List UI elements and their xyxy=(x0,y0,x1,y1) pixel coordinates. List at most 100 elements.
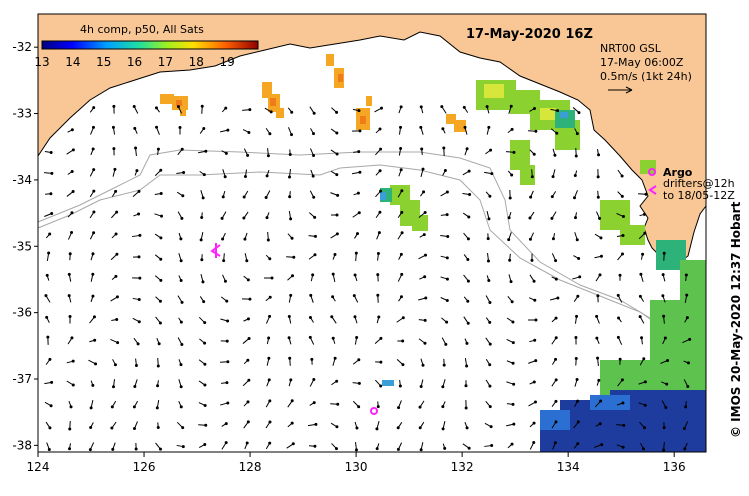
current-arrow-head xyxy=(267,356,271,360)
current-arrow-head xyxy=(266,238,270,242)
current-arrow-head xyxy=(335,110,339,114)
current-arrow-head xyxy=(156,364,160,368)
current-arrow-head xyxy=(399,252,403,256)
current-arrow-head xyxy=(331,336,335,340)
current-arrow-head xyxy=(574,357,578,361)
current-arrow-head xyxy=(91,383,95,387)
colorbar-gradient xyxy=(41,40,259,50)
current-arrow-head xyxy=(138,233,142,237)
current-arrow-head xyxy=(556,296,560,300)
current-arrow-head xyxy=(446,235,450,239)
current-arrow-head xyxy=(376,405,380,409)
current-arrow-head xyxy=(666,358,670,362)
current-arrow-head xyxy=(137,320,141,324)
current-arrow-head xyxy=(92,189,96,193)
current-arrow-head xyxy=(132,427,136,431)
current-arrow-head xyxy=(642,447,646,451)
current-arrow-head xyxy=(445,213,449,217)
current-arrow-head xyxy=(465,426,469,430)
current-arrow-head xyxy=(226,360,230,364)
current-arrow-head xyxy=(490,172,494,176)
current-arrow-head xyxy=(618,273,622,277)
current-arrow-head xyxy=(245,259,249,263)
current-arrow-head xyxy=(224,422,228,426)
current-arrow-head xyxy=(424,253,428,257)
current-vectors xyxy=(44,104,692,452)
current-arrow-head xyxy=(486,259,490,263)
current-arrow-head xyxy=(466,299,470,303)
current-arrow-head xyxy=(596,356,600,360)
lon-tick-label: 126 xyxy=(133,460,156,474)
current-arrow-head xyxy=(510,300,514,304)
current-arrow-head xyxy=(534,129,538,133)
current-arrow-head xyxy=(91,252,95,256)
current-arrow-head xyxy=(577,256,581,260)
current-arrow-head xyxy=(288,195,292,199)
current-arrow-head xyxy=(267,378,271,382)
current-arrow-head xyxy=(222,259,226,263)
current-arrow-head xyxy=(313,215,317,219)
current-arrow-head xyxy=(488,320,492,324)
lon-tick-label: 124 xyxy=(27,460,50,474)
current-arrow-head xyxy=(683,447,687,451)
model-time: 17-May 06:00Z xyxy=(600,56,684,69)
current-arrow-head xyxy=(620,378,624,382)
current-arrow-head xyxy=(287,336,291,340)
current-arrow-head xyxy=(50,380,54,384)
current-arrow-head xyxy=(375,427,379,431)
current-arrow-head xyxy=(419,384,423,388)
current-arrow-head xyxy=(355,335,359,339)
current-arrow-head xyxy=(289,217,293,221)
current-arrow-head xyxy=(379,384,383,388)
current-arrow-head xyxy=(48,426,52,430)
current-arrow-head xyxy=(138,276,142,280)
current-arrow-head xyxy=(684,405,688,409)
current-arrow-head xyxy=(574,154,578,158)
current-arrow-head xyxy=(642,426,646,430)
current-arrow-head xyxy=(115,295,119,299)
current-arrow-head xyxy=(532,152,536,156)
current-arrow-head xyxy=(419,448,423,452)
current-arrow-head xyxy=(71,359,75,363)
current-arrow-head xyxy=(245,441,249,445)
lon-tick-label: 128 xyxy=(239,460,262,474)
current-arrow-head xyxy=(488,405,492,409)
current-arrow-head xyxy=(550,216,554,220)
current-arrow-head xyxy=(309,293,313,297)
colorbar: 4h comp, p50, All Sats 13 14 15 16 17 18 19 xyxy=(34,23,259,69)
current-arrow-head xyxy=(441,427,445,431)
current-arrow-head xyxy=(202,173,206,177)
current-arrow-head xyxy=(132,105,136,109)
lon-tick-label: 130 xyxy=(345,460,368,474)
current-arrow-head xyxy=(91,147,95,151)
current-arrow-head xyxy=(441,127,445,131)
current-arrow-head xyxy=(111,385,115,389)
current-arrow-head xyxy=(554,336,558,340)
current-arrow-head xyxy=(290,110,294,114)
current-arrow-head xyxy=(643,380,647,384)
current-arrow-head xyxy=(466,321,470,325)
current-arrow-head xyxy=(357,405,361,409)
current-arrow-head xyxy=(68,427,72,431)
current-arrow-head xyxy=(93,338,97,342)
current-arrow-head xyxy=(179,259,183,263)
current-arrow-head xyxy=(488,363,492,367)
current-arrow-head xyxy=(420,147,424,151)
current-arrow-head xyxy=(223,279,227,283)
current-arrow-head xyxy=(576,442,580,446)
current-arrow-head xyxy=(485,105,489,109)
current-arrow-head xyxy=(70,336,74,340)
current-arrow-head xyxy=(156,147,160,151)
current-arrow-head xyxy=(419,105,423,109)
current-arrow-head xyxy=(46,335,50,339)
current-arrow-head xyxy=(71,148,75,152)
current-arrow-head xyxy=(352,294,356,298)
current-arrow-head xyxy=(246,420,250,424)
current-arrow-head xyxy=(111,447,115,451)
current-arrow-head xyxy=(289,378,293,382)
current-arrow-head xyxy=(421,363,425,367)
current-arrow-head xyxy=(532,421,536,425)
current-arrow-head xyxy=(247,378,251,382)
current-arrow-head xyxy=(44,294,48,298)
current-arrow-head xyxy=(136,342,140,346)
